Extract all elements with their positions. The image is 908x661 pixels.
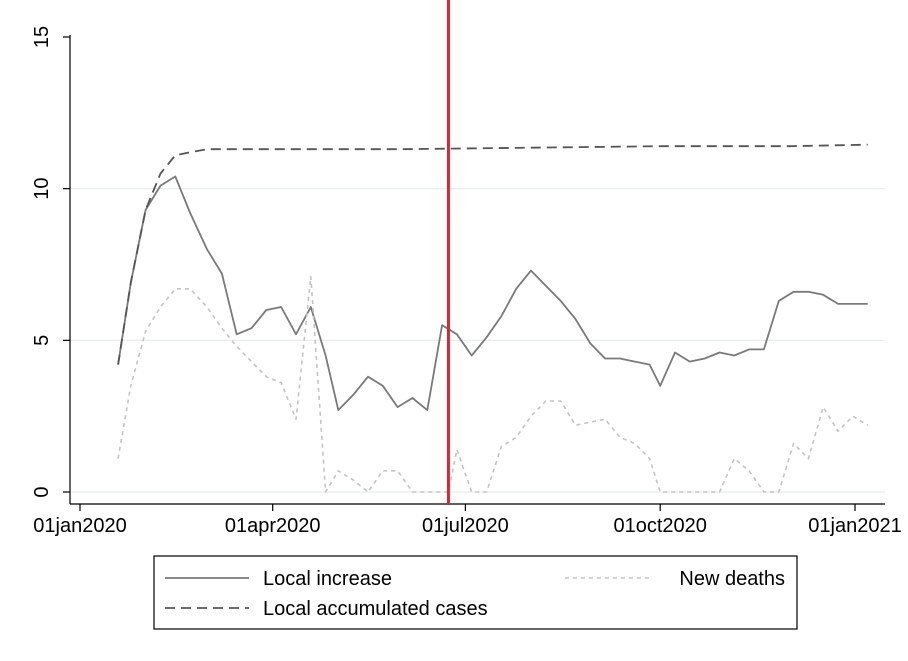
- y-tick-label-10: 10: [31, 178, 53, 200]
- x-tick-label-1: 01apr2020: [225, 515, 321, 537]
- y-tick-label-15: 15: [31, 26, 53, 48]
- series-line-local-accumulated-cases: [117, 143, 868, 365]
- x-tick-label-2: 01jul2020: [422, 515, 509, 537]
- legend-box: [153, 555, 798, 630]
- y-tick-label-0: 0: [31, 486, 53, 497]
- legend: Local increase Local accumulated cases New…: [153, 555, 798, 630]
- axes: 0 5 10 15 01jan2020 01apr2020 01jul2020 01oct20…: [31, 26, 902, 537]
- x-tick-label-3: 01oct2020: [613, 515, 706, 537]
- x-tick-label-0: 01jan2020: [33, 515, 126, 537]
- series-line-new-deaths: [117, 275, 869, 493]
- legend-label-local-increase: Local increase: [263, 568, 392, 590]
- legend-label-new-deaths: New deaths: [679, 568, 785, 590]
- series-lines: [117, 143, 869, 493]
- y-tick-label-5: 5: [31, 335, 53, 346]
- series-line-local-increase: [117, 175, 868, 411]
- legend-label-local-accumulated-cases: Local accumulated cases: [263, 598, 488, 620]
- x-tick-label-4: 01jan2021: [808, 515, 901, 537]
